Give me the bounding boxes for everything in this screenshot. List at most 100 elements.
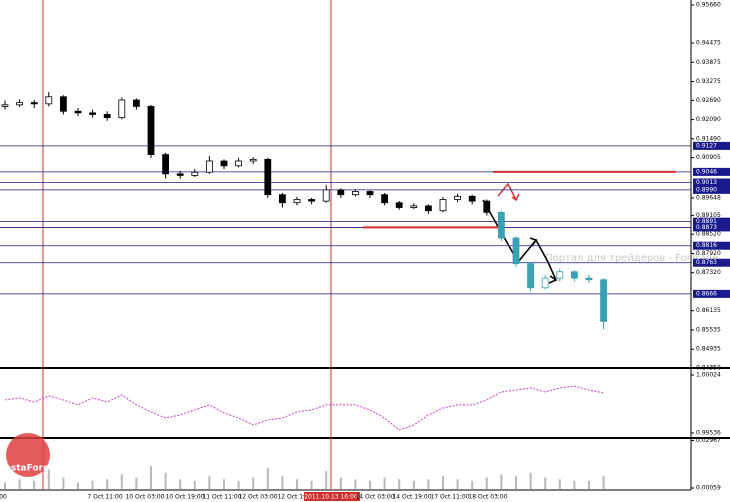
y-tick-label: 0.89105 <box>696 212 721 219</box>
y-tick-label: 0.92690 <box>696 97 721 104</box>
level-label-box <box>693 258 730 267</box>
volume-bar <box>500 474 503 489</box>
volume-bar <box>427 479 430 489</box>
volume-bar <box>354 479 357 489</box>
candle-body <box>308 199 316 202</box>
logo-text: InstaForex <box>1 464 55 474</box>
volume-bar <box>179 479 182 489</box>
volume-bar <box>4 482 6 489</box>
candle-body <box>220 160 228 167</box>
candle-body <box>322 189 330 202</box>
volume-bar <box>62 477 65 489</box>
volume-bar <box>442 475 444 489</box>
y-tick-label: 0.87320 <box>696 269 721 276</box>
y-tick-label: 0.90905 <box>696 154 721 161</box>
level-label: 0.8990 <box>696 186 717 193</box>
candle-body <box>162 154 170 175</box>
y-tick-label: 0.89648 <box>696 194 721 201</box>
candle-body <box>74 110 82 114</box>
volume-bar <box>252 477 255 489</box>
candle-body <box>1 104 9 107</box>
candle-body <box>132 99 140 107</box>
y-tick-label: 0.85535 <box>696 326 721 333</box>
volume-bar <box>106 479 109 489</box>
volume-bar <box>296 479 298 489</box>
candle-body <box>264 158 272 196</box>
volume-bar <box>558 479 561 489</box>
candle-body <box>191 171 199 176</box>
x-tick-label: 00 <box>0 494 7 501</box>
candle-body <box>571 271 578 279</box>
volume-bar <box>164 472 167 489</box>
volume-bar <box>339 477 342 489</box>
volume-bar <box>47 469 50 489</box>
y-tick-label: 0.94475 <box>696 40 721 47</box>
volume-bar <box>369 480 371 489</box>
y-tick-label: 0.93875 <box>696 59 721 66</box>
candle-body <box>585 277 593 281</box>
level-label: 0.8666 <box>696 290 717 297</box>
y-tick-label: 0.86135 <box>696 307 721 314</box>
x-tick-label: 10 Oct 19:00 <box>165 494 204 501</box>
level-label: 0.9127 <box>696 142 717 149</box>
candle-body <box>16 102 24 106</box>
y-tick-label: 0.92090 <box>696 116 721 123</box>
forecast-arrow <box>482 199 557 281</box>
y-tick-label: 0.91490 <box>696 135 721 142</box>
candle-body <box>600 279 607 322</box>
candle-body <box>366 191 374 196</box>
volume-bar <box>208 475 211 489</box>
volume-bar <box>266 467 269 489</box>
candle-body <box>89 112 96 115</box>
arrow-head <box>548 275 558 284</box>
level-label: 0.9046 <box>696 168 717 175</box>
x-tick-label: 12 Oct 03:00 <box>238 494 277 501</box>
candle-body <box>410 205 418 208</box>
candle-body <box>439 199 447 212</box>
y-tick-label: 0.87920 <box>696 250 721 257</box>
candle-body <box>541 277 549 289</box>
x-tick-label: 7 Oct 11:00 <box>87 494 122 501</box>
watermark: Портал для трейдеров - ForTrade <box>545 253 718 264</box>
volume-bar <box>120 474 123 489</box>
candle-body <box>176 173 184 176</box>
candle-body <box>205 160 213 173</box>
x-tick-label: 10 Oct 03:00 <box>125 494 164 501</box>
volume-bar <box>91 480 94 489</box>
x-tick-label: 14 Oct 19:00 <box>392 494 431 501</box>
volume-bar <box>573 480 576 489</box>
volume-bar <box>33 480 36 489</box>
volume-bar <box>135 477 138 489</box>
volume-bar <box>544 477 547 489</box>
volume-bar <box>223 479 225 489</box>
level-label-box <box>693 241 730 250</box>
y-tick-label: 0.95660 <box>696 2 721 9</box>
candle-body <box>351 191 359 196</box>
level-label: 0.8873 <box>696 224 717 231</box>
x-tick-label: 18 Oct 03:00 <box>468 494 507 501</box>
level-label: 0.9013 <box>696 179 717 186</box>
x-label-highlight <box>304 492 360 501</box>
logo-mark <box>6 433 50 477</box>
candle-body <box>497 211 505 239</box>
level-label-box <box>693 217 730 226</box>
volume-bar <box>398 479 401 489</box>
volume-bar <box>193 480 196 489</box>
red-arrow <box>497 182 517 201</box>
candle-body <box>556 271 564 279</box>
volume-bar <box>150 466 152 489</box>
candle-body <box>60 96 67 112</box>
candle-body <box>468 195 476 202</box>
candle-body <box>45 96 53 105</box>
y-tick-label: 0.99536 <box>696 429 721 436</box>
indicator-line <box>4 385 604 431</box>
level-label: 0.8763 <box>696 259 717 266</box>
volume-bar <box>281 475 284 489</box>
level-label-box <box>693 178 730 187</box>
candle-body <box>147 106 155 155</box>
y-tick-label: 0.84350 <box>696 365 721 372</box>
candle-body <box>454 195 462 200</box>
volume-bar <box>515 475 517 489</box>
